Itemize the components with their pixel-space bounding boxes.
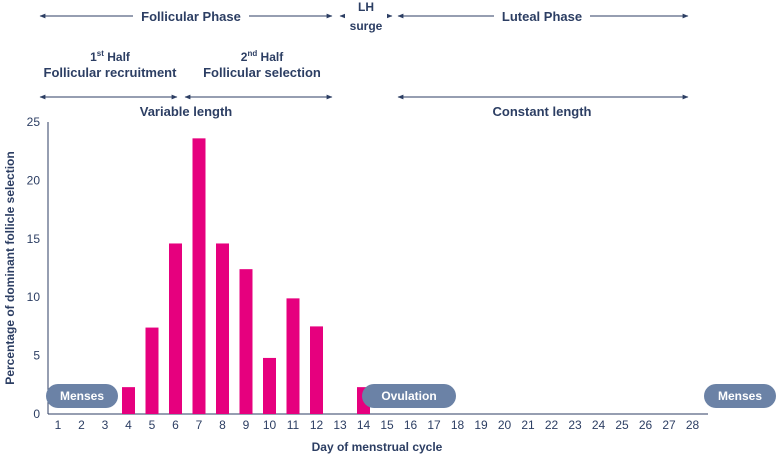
x-tick-label: 1 xyxy=(55,418,62,432)
bar-day-6 xyxy=(169,243,182,414)
ovulation-label: Ovulation xyxy=(381,389,436,403)
first-half-subtitle: Follicular recruitment xyxy=(44,65,178,80)
x-tick-label: 15 xyxy=(380,418,394,432)
bar-day-7 xyxy=(192,138,206,415)
x-tick-label: 11 xyxy=(287,418,300,432)
x-tick-label: 4 xyxy=(125,418,132,432)
lh-label: LH xyxy=(358,0,374,14)
menses-end-pill: Menses xyxy=(704,384,776,408)
y-tick-label: 0 xyxy=(33,407,40,421)
bar-day-5 xyxy=(145,327,159,414)
x-tick-label: 10 xyxy=(263,418,277,432)
x-tick-label: 20 xyxy=(498,418,512,432)
second-half-title: 2nd Half xyxy=(241,49,284,64)
x-tick-label: 7 xyxy=(196,418,203,432)
x-tick-label: 23 xyxy=(568,418,582,432)
constant-length-label: Constant length xyxy=(493,104,592,119)
luteal-phase-label: Luteal Phase xyxy=(502,9,582,24)
y-tick-label: 10 xyxy=(27,290,41,304)
menses-start-pill: Menses xyxy=(46,384,118,408)
x-tick-label: 26 xyxy=(639,418,653,432)
x-tick-label: 16 xyxy=(404,418,418,432)
menses-end-label: Menses xyxy=(718,389,762,403)
y-tick-label: 15 xyxy=(27,232,41,246)
x-tick-label: 25 xyxy=(615,418,629,432)
variable-length-label: Variable length xyxy=(140,104,233,119)
x-tick-label: 3 xyxy=(102,418,109,432)
bar-day-11 xyxy=(286,298,300,414)
x-tick-label: 19 xyxy=(474,418,488,432)
x-tick-label: 13 xyxy=(333,418,347,432)
x-tick-label: 21 xyxy=(521,418,535,432)
y-tick-label: 25 xyxy=(27,115,41,129)
x-tick-label: 8 xyxy=(219,418,226,432)
x-tick-label: 28 xyxy=(686,418,700,432)
second-half-subtitle: Follicular selection xyxy=(203,65,321,80)
y-tick-label: 20 xyxy=(27,173,41,187)
follicular-phase-label: Follicular Phase xyxy=(141,9,241,24)
x-tick-label: 22 xyxy=(545,418,559,432)
bar-day-9 xyxy=(239,269,253,414)
x-tick-label: 2 xyxy=(78,418,85,432)
bar-day-4 xyxy=(122,387,135,414)
first-half-title: 1st Half xyxy=(90,49,131,64)
x-tick-label: 5 xyxy=(149,418,156,432)
x-tick-label: 6 xyxy=(172,418,179,432)
x-tick-label: 27 xyxy=(662,418,676,432)
y-tick-label: 5 xyxy=(33,349,40,363)
x-axis-label: Day of menstrual cycle xyxy=(312,440,443,454)
menses-start-label: Menses xyxy=(60,389,104,403)
x-tick-label: 24 xyxy=(592,418,606,432)
y-axis-label: Percentage of dominant follicle selectio… xyxy=(3,151,17,384)
x-tick-label: 14 xyxy=(357,418,371,432)
bar-day-8 xyxy=(216,243,229,414)
x-tick-label: 12 xyxy=(310,418,324,432)
bar-day-10 xyxy=(263,357,276,414)
x-tick-label: 18 xyxy=(451,418,465,432)
x-tick-label: 17 xyxy=(427,418,441,432)
x-tick-label: 9 xyxy=(243,418,250,432)
bar-day-12 xyxy=(310,326,323,414)
ovulation-pill: Ovulation xyxy=(362,384,456,408)
surge-label: surge xyxy=(350,19,383,33)
